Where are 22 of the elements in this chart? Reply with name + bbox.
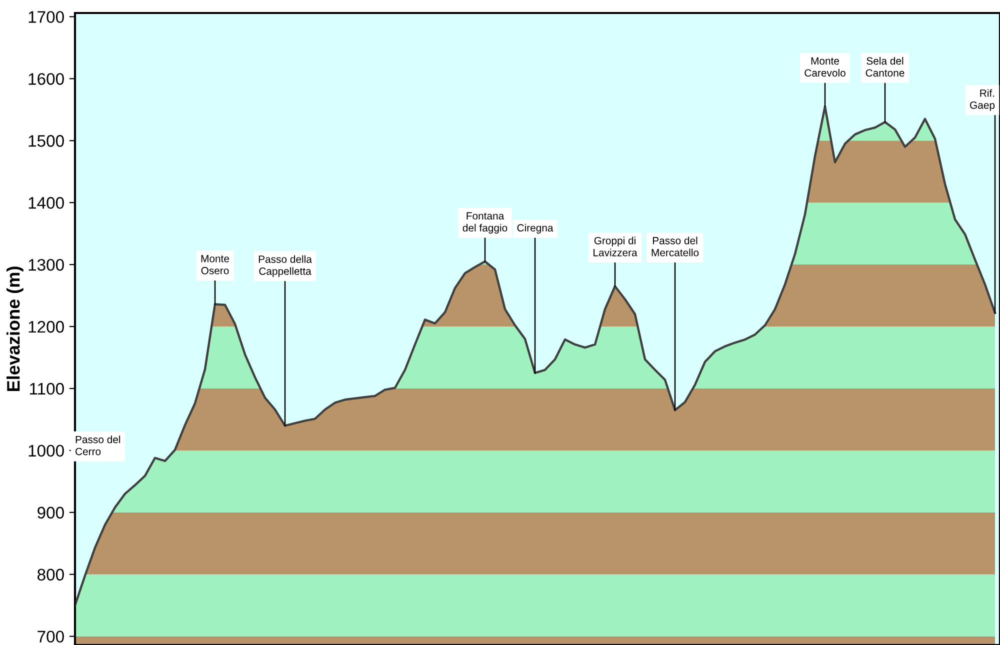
data-label: Passo del Mercatello	[652, 236, 699, 256]
data-label: Monte Carevolo	[804, 57, 846, 77]
y-tick-label: 1700	[28, 11, 64, 23]
data-label: Rif. Gaep	[970, 89, 995, 111]
data-label: Fontana del faggio	[462, 212, 508, 234]
data-label: Sela del Cantone	[866, 56, 904, 77]
data-label: Ciregna	[517, 224, 554, 234]
y-tick-label: 1100	[30, 382, 64, 395]
y-axis-title: Elevazione (m)	[6, 266, 24, 391]
y-tick-label: 1500	[28, 135, 64, 147]
data-label: Passo del Cerro	[76, 436, 120, 456]
y-tick-label: 1300	[28, 258, 64, 271]
data-label: Monte Osero	[201, 255, 230, 274]
y-tick-label: 1400	[28, 197, 64, 209]
y-tick-label: 700	[38, 630, 64, 643]
y-tick-label: 1000	[28, 444, 64, 457]
y-tick-label: 1200	[28, 320, 64, 333]
data-label: Passo della Cappelletta	[258, 255, 312, 277]
y-tick-label: 1600	[28, 73, 64, 85]
y-tick-label: 900	[38, 506, 64, 519]
data-label: Groppi di Lavizzera	[594, 236, 638, 256]
y-tick-label: 800	[38, 568, 64, 581]
